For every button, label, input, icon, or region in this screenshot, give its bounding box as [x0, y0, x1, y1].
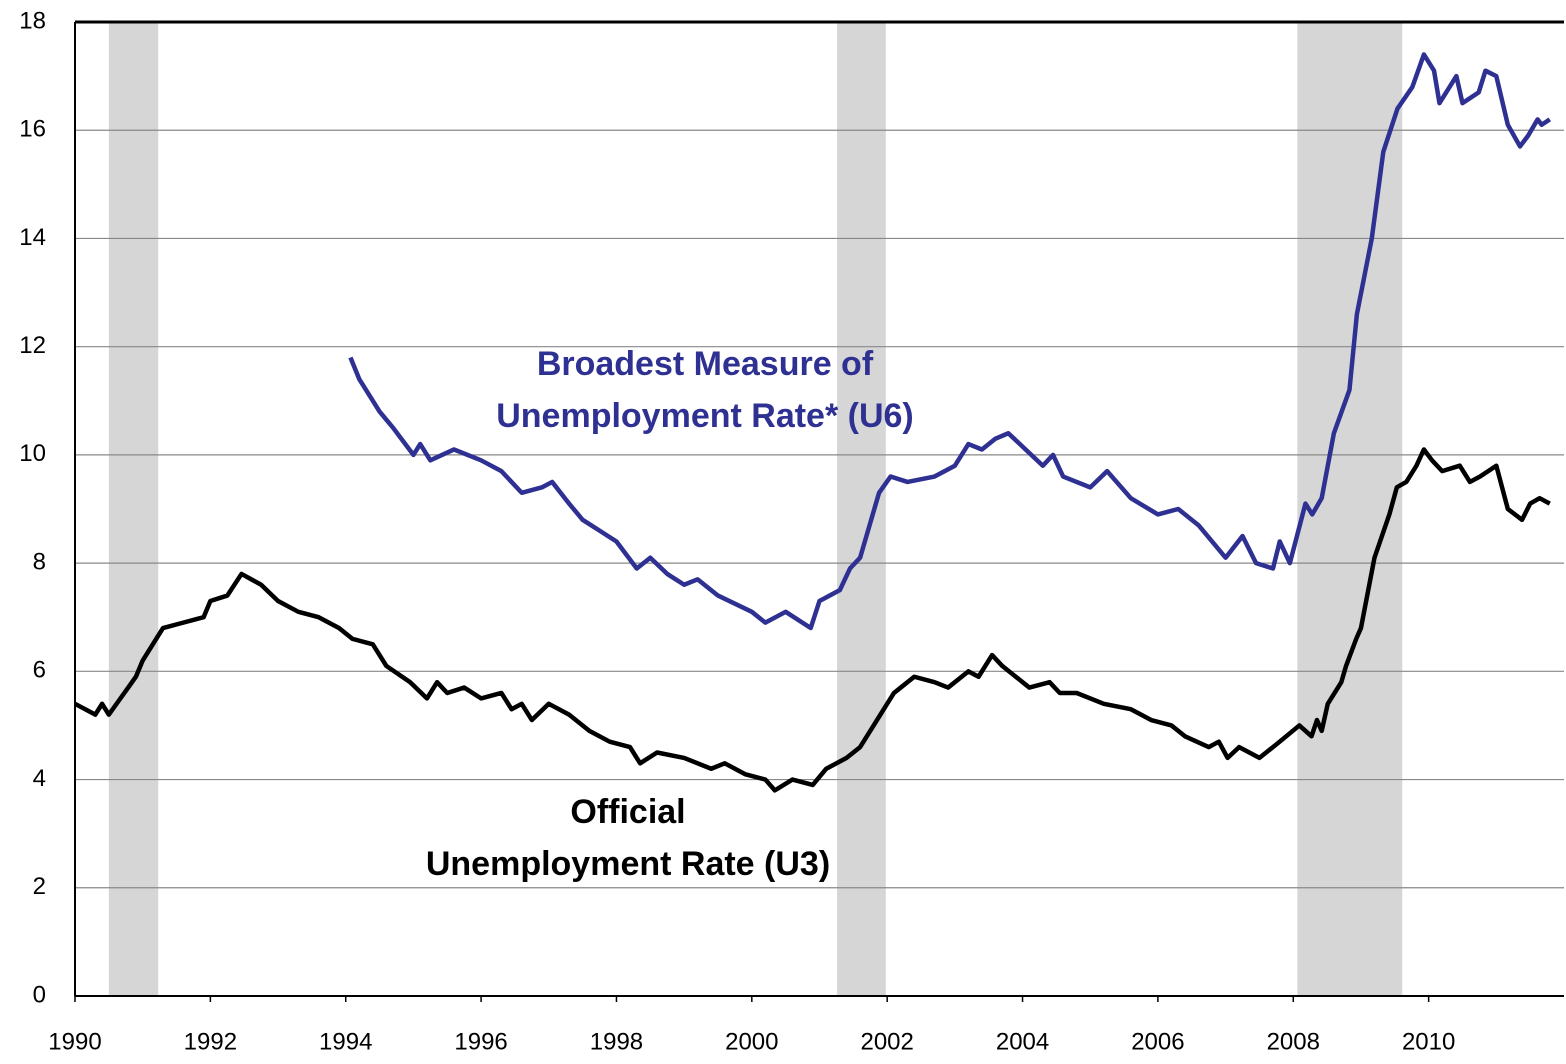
x-tick-label: 1998: [590, 1028, 643, 1055]
x-tick-label: 2006: [1131, 1028, 1184, 1055]
recession-band: [837, 22, 886, 996]
series-label: Unemployment Rate (U3): [426, 845, 830, 883]
series-label: Official: [570, 793, 685, 831]
recession-band: [108, 22, 159, 996]
y-tick-label: 12: [19, 332, 46, 359]
x-tick-label: 2000: [725, 1028, 778, 1055]
y-tick-label: 16: [19, 116, 46, 143]
x-tick-label: 1996: [454, 1028, 507, 1055]
x-tick-label: 2002: [860, 1028, 913, 1055]
y-tick-label: 10: [19, 440, 46, 467]
series-line: [73, 447, 1551, 793]
series-label: Broadest Measure of: [537, 345, 874, 383]
y-tick-label: 6: [33, 657, 46, 684]
y-tick-label: 4: [33, 765, 46, 792]
x-tick-label: 1994: [319, 1028, 372, 1055]
series-line: [348, 52, 1552, 631]
x-tick-label: 2008: [1267, 1028, 1320, 1055]
series-label: Unemployment Rate* (U6): [496, 397, 914, 435]
x-tick-label: 2010: [1402, 1028, 1455, 1055]
y-tick-label: 8: [33, 548, 46, 575]
y-tick-label: 14: [19, 224, 46, 251]
x-tick-label: 1992: [184, 1028, 237, 1055]
x-tick-label: 1990: [48, 1028, 101, 1055]
x-tick-label: 2004: [996, 1028, 1049, 1055]
y-tick-label: 2: [33, 873, 46, 900]
y-tick-label: 0: [33, 981, 46, 1008]
y-tick-label: 18: [19, 7, 46, 34]
